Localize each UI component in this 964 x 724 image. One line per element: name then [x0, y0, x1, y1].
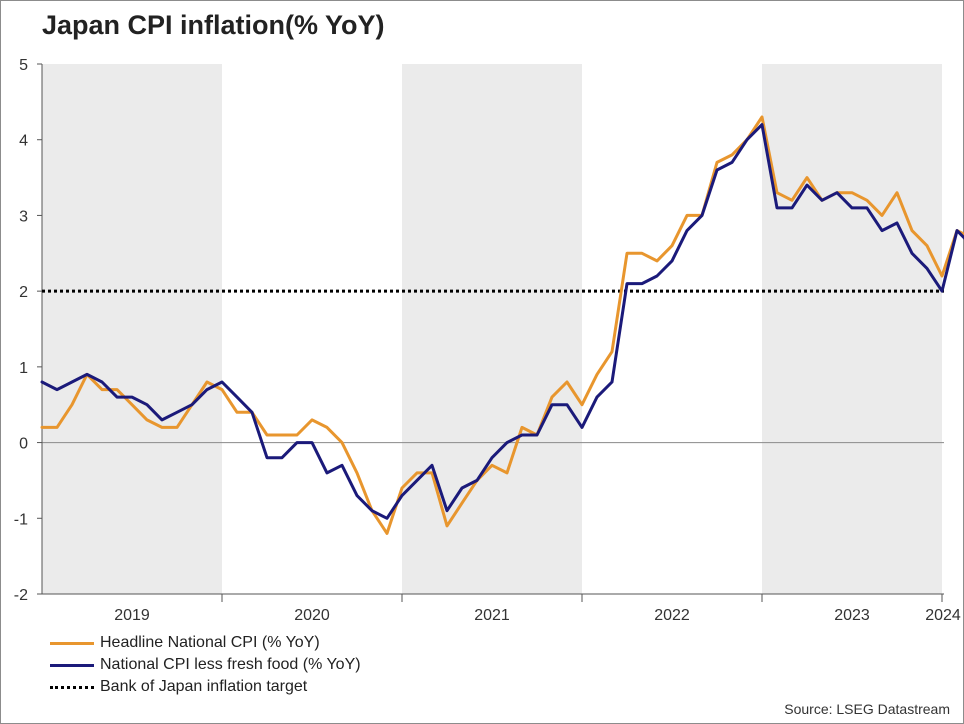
x-tick-label-2023: 2023 — [834, 607, 870, 624]
legend-item-target: Bank of Japan inflation target — [50, 676, 361, 698]
series-line-core-cpi — [40, 123, 964, 520]
legend-swatch-headline — [50, 641, 94, 645]
legend-item-headline: Headline National CPI (% YoY) — [50, 632, 361, 654]
x-tick-label-2024: 2024 — [925, 607, 961, 624]
y-tick-label: 1 — [19, 360, 28, 377]
chart-title: Japan CPI inflation(% YoY) — [42, 10, 385, 40]
legend: Headline National CPI (% YoY) National C… — [50, 632, 361, 698]
y-tick-label: -1 — [14, 511, 28, 528]
year-band-2021 — [402, 64, 582, 594]
series-line-headline-cpi — [40, 115, 964, 535]
source-note: Source: LSEG Datastream — [784, 701, 950, 717]
legend-swatch-core — [50, 663, 94, 667]
y-tick-label: 3 — [19, 208, 28, 225]
x-tick-label-2019: 2019 — [114, 607, 150, 624]
y-tick-label: 2 — [19, 284, 28, 301]
y-tick-label: -2 — [14, 587, 28, 604]
legend-label-core: National CPI less fresh food (% YoY) — [100, 656, 361, 673]
legend-label-headline: Headline National CPI (% YoY) — [100, 634, 320, 651]
legend-label-target: Bank of Japan inflation target — [100, 678, 308, 695]
x-tick-label-2022: 2022 — [654, 607, 690, 624]
y-tick-label: 5 — [19, 57, 28, 74]
year-band-2019 — [42, 64, 222, 594]
y-tick-label: 0 — [19, 436, 28, 453]
legend-item-core: National CPI less fresh food (% YoY) — [50, 654, 361, 676]
y-tick-label: 4 — [19, 133, 28, 150]
x-tick-label-2020: 2020 — [294, 607, 330, 624]
year-band-2023 — [762, 64, 942, 594]
x-tick-label-2021: 2021 — [474, 607, 510, 624]
legend-swatch-target — [50, 685, 94, 689]
